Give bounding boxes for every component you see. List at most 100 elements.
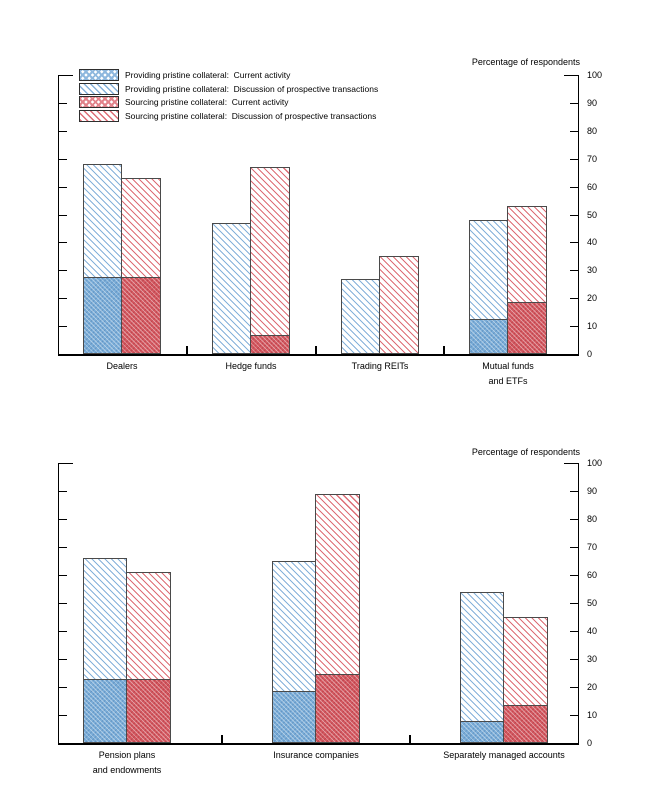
y-tick-right [570,547,578,548]
y-tick-right [570,687,578,688]
y-tick-left [59,242,67,244]
bar-segment-providing-discussion [342,279,379,353]
category-label: Insurance companies [216,748,416,763]
legend-row: Providing pristine collateral: Discussio… [79,82,379,95]
group-separator-tick [314,346,317,354]
bar-segment-sourcing-discussion [504,618,547,708]
bar-insurance-companies-providing [272,561,316,743]
y-tick-label: 30 [587,654,598,664]
axis-bottom [58,354,579,356]
bar-segment-sourcing-discussion [122,179,160,280]
category-label-line: Trading REITs [351,361,409,371]
y-tick-label: 40 [587,237,598,248]
category-label-line: and ETFs [488,376,528,386]
axis-left [58,463,59,745]
bar-dealers-sourcing [121,178,161,354]
bar-segment-providing-current [84,276,121,353]
y-tick-label: 80 [587,125,598,136]
y-tick-label: 0 [587,349,593,359]
axis-right [578,463,579,745]
bar-segment-providing-discussion [84,559,126,683]
y-tick-left [59,130,67,132]
axis-top-cap-left [59,463,73,464]
bar-segment-providing-discussion [461,592,503,725]
category-label: Mutual funds and ETFs [408,359,608,389]
bar-segment-providing-discussion [213,223,250,353]
legend-swatch-red-discussion [79,109,119,122]
bar-segment-sourcing-current [316,673,359,742]
y-tick-left [59,186,67,188]
y-tick-right [570,659,578,660]
y-tick-label: 100 [587,70,603,80]
y-tick-right [570,298,578,300]
y-tick-label: 10 [587,710,598,720]
y-tick-label: 70 [587,542,598,552]
legend: Providing pristine collateral: Current a… [79,69,378,122]
y-tick-right [570,715,578,716]
y-tick-label: 80 [587,514,598,524]
category-label: Trading REITs [280,359,480,374]
legend-label: Sourcing pristine collateral: Current ac… [125,97,289,107]
y-tick-label: 20 [587,682,598,692]
y-tick-left [59,603,67,604]
y-tick-right [570,186,578,188]
y-tick-right [570,158,578,160]
category-label-line: and endowments [92,765,162,775]
legend-swatch-blue-discussion [79,82,119,95]
bar-segment-providing-current [470,318,507,353]
y-tick-left [59,547,67,548]
legend-swatch-red-current [79,96,119,108]
bar-segment-sourcing-discussion [316,494,359,677]
y-tick-label: 50 [587,598,598,608]
y-tick-label: 90 [587,97,598,108]
bar-segment-sourcing-discussion [251,168,289,339]
y-tick-label: 100 [587,458,603,468]
category-label-line: Pension plans [98,750,156,760]
y-tick-right [570,102,578,104]
bar-trading-reits-sourcing [379,256,419,354]
bar-segment-providing-current [273,690,315,742]
y-tick-label: 0 [587,738,593,748]
axis-top-cap-right [564,75,578,76]
bar-segment-sourcing-discussion [127,573,170,683]
y-tick-left [59,102,67,104]
y-tick-right [570,575,578,576]
bar-mutual-funds-providing [469,220,508,354]
y-tick-right [570,242,578,244]
axis-left [58,75,59,356]
y-tick-left [59,214,67,216]
y-tick-right [570,519,578,520]
y-tick-left [59,158,67,160]
group-separator-tick [220,735,223,743]
axis-bottom [58,743,579,745]
bar-segment-providing-discussion [273,562,315,694]
group-separator-tick [443,346,445,354]
y-tick-right [570,631,578,632]
yaxis-title: Percentage of respondents [471,447,580,457]
y-tick-label: 40 [587,626,598,636]
category-label-line: Separately managed accounts [443,750,565,760]
group-separator-tick [185,346,188,354]
y-tick-right [570,130,578,132]
category-label-line: Mutual funds [482,361,534,371]
legend-label: Sourcing pristine collateral: Discussion… [125,110,377,121]
bar-segment-sourcing-current [122,276,160,353]
bar-segment-providing-discussion [470,221,507,322]
legend-swatch-blue-current [79,69,119,81]
y-tick-right [570,270,578,272]
legend-row: Sourcing pristine collateral: Current ac… [79,96,378,108]
bar-segment-sourcing-current [508,301,546,353]
bar-segment-sourcing-discussion [380,257,418,353]
legend-label: Providing pristine collateral: Current a… [125,70,291,80]
category-label: Hedge funds [151,359,351,374]
category-label-line: Insurance companies [273,750,359,760]
bar-segment-providing-current [461,721,503,742]
bar-separately-managed-accounts-providing [460,591,504,743]
legend-row: Providing pristine collateral: Current a… [79,69,378,81]
y-tick-right [570,603,578,604]
bar-hedge-funds-providing [212,222,251,354]
legend-label: Providing pristine collateral: Discussio… [125,83,379,94]
